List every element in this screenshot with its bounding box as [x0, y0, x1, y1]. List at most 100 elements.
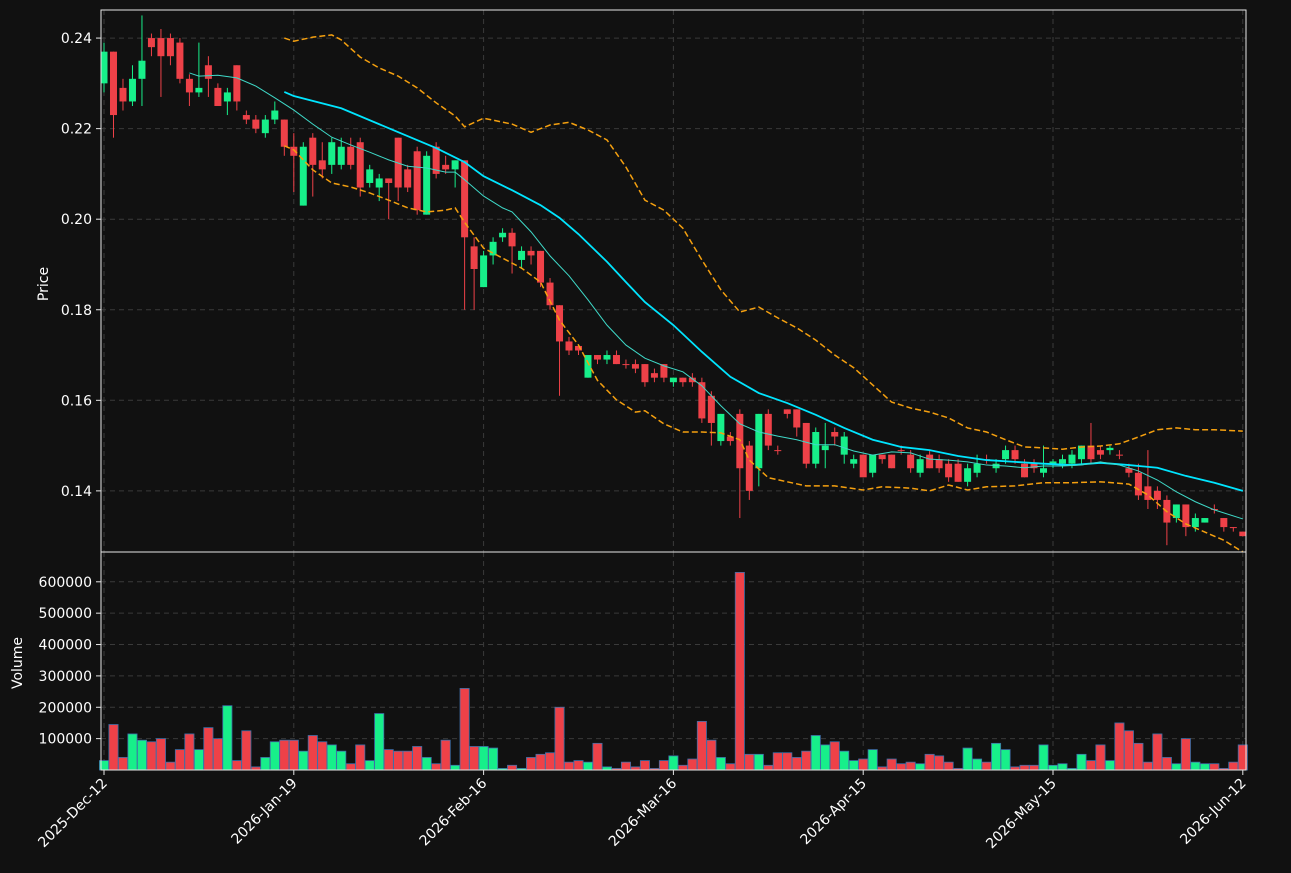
marks	[99, 15, 1248, 771]
volume-bar	[943, 761, 954, 771]
candle-body	[432, 146, 440, 174]
candle-body	[1087, 445, 1095, 460]
volume-bar	[117, 757, 128, 771]
candle-body	[679, 377, 687, 383]
indicator-line	[284, 145, 1244, 552]
y-tick-label: 100000	[39, 732, 92, 748]
volume-bar	[896, 763, 907, 771]
volume-bar	[136, 739, 147, 771]
candle-body	[1229, 527, 1237, 529]
candle-body	[356, 142, 364, 188]
candle-body	[556, 305, 564, 342]
indicator-line	[284, 34, 1243, 450]
candle-body	[878, 454, 886, 460]
candle-body	[631, 364, 639, 369]
volume-bar	[1152, 733, 1163, 771]
candle-body	[252, 119, 260, 129]
volume-bar	[972, 758, 983, 771]
candle-body	[1153, 490, 1161, 500]
volume-bar	[231, 760, 242, 771]
candle-body	[840, 436, 848, 455]
volume-bar	[127, 733, 138, 771]
candle-body	[593, 355, 601, 360]
candle-body	[1096, 450, 1104, 455]
candle-body	[271, 110, 279, 120]
candle-body	[1040, 468, 1048, 473]
volume-bar	[421, 757, 432, 771]
volume-bar	[459, 688, 470, 771]
candle-body	[1201, 518, 1209, 523]
volume-bar	[1161, 757, 1172, 771]
volume-frame	[100, 551, 1247, 771]
volume-bar	[1133, 742, 1144, 771]
volume-bar	[1123, 730, 1134, 771]
candle-body	[518, 250, 526, 260]
volume-bar	[203, 727, 214, 771]
candle-body	[404, 169, 412, 188]
y-tick-label: 0.16	[61, 393, 92, 409]
volume-bar	[1048, 764, 1059, 771]
volume-bar	[962, 747, 973, 771]
volume-bar	[696, 720, 707, 771]
volume-bar	[288, 739, 299, 771]
y-tick-label: 400000	[39, 638, 92, 654]
volume-bar	[905, 761, 916, 771]
volume-bar	[658, 760, 669, 771]
candle-body	[793, 409, 801, 428]
volume-bar	[848, 760, 859, 771]
candle-body	[698, 382, 706, 419]
candle-body	[688, 377, 696, 383]
volume-bar	[725, 763, 736, 771]
candle-body	[138, 60, 146, 79]
volume-bar	[573, 760, 584, 771]
candle-body	[1011, 450, 1019, 460]
volume-bar	[1104, 760, 1115, 771]
candle-body	[442, 164, 450, 170]
candle-body	[261, 119, 269, 134]
volume-bar	[620, 761, 631, 771]
candle-body	[347, 146, 355, 165]
candle-body	[233, 65, 241, 102]
candle-body	[850, 459, 858, 464]
volume-bar	[1057, 763, 1068, 771]
volume-bar	[1085, 760, 1096, 771]
candle-body	[461, 160, 469, 238]
volume-bar	[1142, 761, 1153, 771]
volume-bar	[355, 744, 366, 771]
candle-body	[527, 250, 535, 256]
volume-bar	[592, 742, 603, 771]
y-tick-label: 0.20	[61, 212, 92, 228]
volume-bar	[858, 758, 869, 771]
candle-body	[650, 373, 658, 378]
candle-body	[1049, 461, 1057, 464]
volume-axis-label: Volume	[10, 637, 26, 689]
candle-body	[612, 355, 620, 365]
candle-body	[290, 146, 298, 156]
volume-bar	[801, 750, 812, 771]
candle-body	[128, 78, 136, 102]
candle-body	[242, 115, 250, 120]
candle-body	[299, 146, 307, 206]
y-tick-label: 200000	[39, 700, 92, 716]
candle-body	[755, 413, 763, 469]
volume-bar	[165, 761, 176, 771]
volume-bar	[791, 757, 802, 771]
volume-bar	[507, 764, 518, 771]
volume-bar	[1114, 722, 1125, 771]
candle-body	[375, 178, 383, 188]
volume-bar	[469, 746, 480, 771]
volume-bar	[1228, 761, 1239, 771]
volume-bar	[1019, 764, 1030, 771]
y-tick-label: 0.24	[61, 31, 92, 47]
candle-body	[973, 463, 981, 473]
candle-body	[660, 364, 668, 378]
y-tick-label: 300000	[39, 669, 92, 685]
volume-bar	[326, 744, 337, 771]
candle-body	[157, 38, 165, 57]
volume-bar	[1180, 738, 1191, 771]
volume-bar	[1171, 763, 1182, 771]
candle-body	[176, 42, 184, 79]
candle-body	[1002, 450, 1010, 460]
candle-body	[1134, 472, 1142, 496]
volume-bar	[915, 763, 926, 771]
